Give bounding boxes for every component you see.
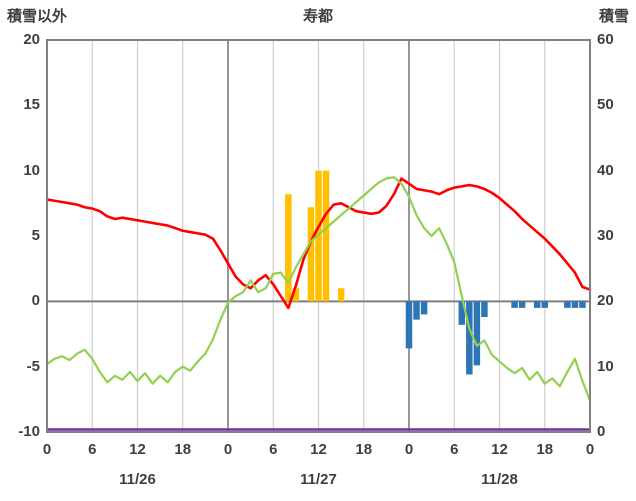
x-axis-date-label: 11/27 — [300, 471, 337, 488]
left-axis-title: 積雪以外 — [7, 8, 68, 25]
x-axis-hour-tick: 18 — [174, 441, 192, 458]
blue-bars-bar — [518, 301, 526, 308]
blue-bars-bar — [481, 301, 488, 318]
right-axis-tick: 10 — [597, 357, 614, 375]
blue-bars-bar — [541, 301, 548, 308]
x-axis-hour-tick: 0 — [223, 441, 233, 458]
x-axis-hour-tick: 6 — [88, 441, 97, 458]
blue-bars-bar — [511, 301, 518, 308]
left-axis-tick: -10 — [18, 423, 40, 440]
blue-bars-bar — [420, 301, 428, 315]
blue-bars-bar — [473, 301, 481, 366]
blue-bars-bar — [533, 301, 541, 308]
blue-bars-bar — [458, 301, 466, 325]
right-axis-title: 積雪 — [598, 8, 629, 25]
blue-bars-bar — [466, 301, 473, 375]
right-axis-tick: 20 — [597, 292, 614, 310]
left-axis-tick: 0 — [31, 292, 40, 310]
x-axis-hour-tick: 12 — [129, 441, 146, 458]
yellow-bars-bar — [292, 288, 300, 302]
x-axis-hour-tick: 6 — [450, 441, 459, 458]
yellow-bars-bar — [337, 288, 345, 302]
left-axis-tick: 15 — [23, 96, 40, 114]
x-axis-hour-tick: 18 — [536, 441, 554, 458]
x-axis-hour-tick: 0 — [585, 441, 595, 458]
x-axis-hour-tick: 0 — [42, 441, 52, 458]
x-axis-hour-tick: 12 — [491, 441, 508, 458]
chart-title: 寿都 — [302, 8, 333, 25]
x-axis-date-label: 11/26 — [119, 471, 156, 488]
green-line — [45, 176, 592, 402]
yellow-bars-bar — [322, 170, 330, 302]
right-axis-tick: 30 — [597, 227, 614, 244]
x-axis-hour-tick: 12 — [310, 441, 327, 458]
x-axis-hour-tick: 18 — [355, 441, 373, 458]
plot-border — [46, 39, 591, 433]
blue-bars-bar — [413, 301, 420, 320]
left-axis-tick: 5 — [31, 227, 40, 244]
blue-bars-bar — [405, 301, 413, 349]
right-axis-tick: 40 — [597, 161, 614, 179]
red-line — [45, 177, 592, 310]
left-axis-tick: -5 — [26, 357, 40, 375]
right-axis-tick: 50 — [597, 96, 614, 114]
yellow-bars-bar — [307, 207, 315, 302]
left-axis-tick: 10 — [23, 161, 40, 179]
x-axis-hour-tick: 6 — [269, 441, 278, 458]
left-axis-tick: 20 — [23, 31, 40, 48]
x-axis-hour-tick: 0 — [404, 441, 414, 458]
x-axis-date-label: 11/28 — [481, 471, 518, 488]
blue-bars-bar — [564, 301, 571, 308]
right-axis-tick: 0 — [597, 423, 606, 440]
right-axis-tick: 60 — [597, 31, 614, 48]
blue-bars-bar — [579, 301, 586, 308]
yellow-bars-bar — [285, 194, 292, 302]
blue-bars-bar — [571, 301, 579, 308]
